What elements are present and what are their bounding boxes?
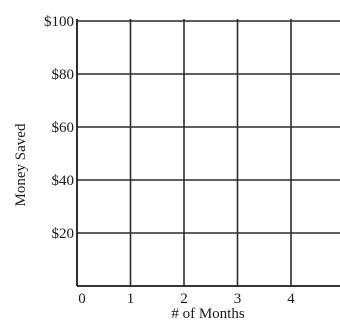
- x-tick-label: 1: [127, 291, 135, 307]
- y-tick-label: $80: [52, 67, 75, 83]
- x-tick-labels: 012345: [78, 291, 295, 307]
- y-tick-label: $60: [52, 120, 75, 136]
- y-tick-label: $20: [52, 226, 75, 242]
- x-axis-label: # of Months: [171, 306, 245, 322]
- x-tick-label: 0: [78, 291, 86, 307]
- x-tick-label: 2: [180, 291, 188, 307]
- x-tick-label: 4: [287, 291, 295, 307]
- y-tick-labels: $20 $40 $60 $80 $100: [44, 14, 74, 242]
- x-tick-label: 3: [234, 291, 242, 307]
- grid: [77, 19, 340, 286]
- y-tick-label: $100: [44, 14, 74, 30]
- axes: [76, 19, 340, 287]
- y-axis-label: Money Saved: [13, 123, 29, 206]
- y-tick-label: $40: [52, 173, 75, 189]
